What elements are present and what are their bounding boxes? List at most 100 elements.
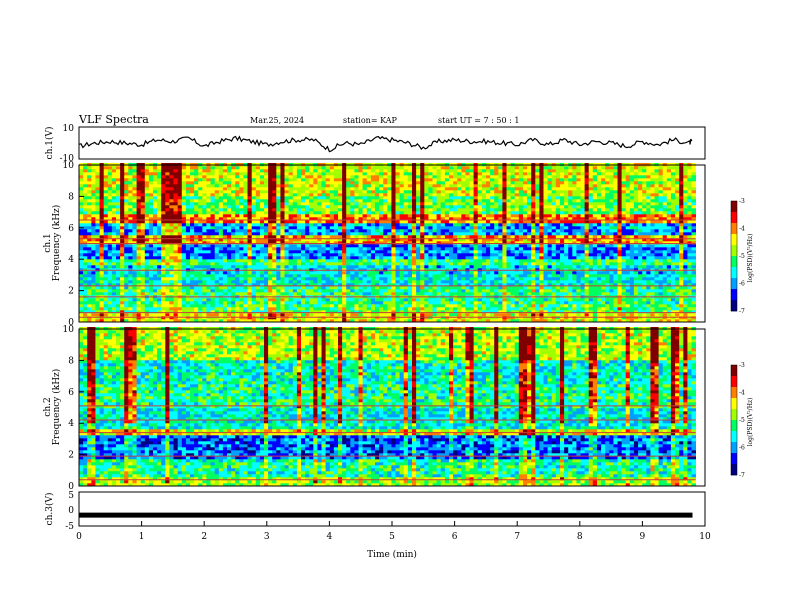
spectrogram-cell [379, 304, 384, 308]
spectrogram-cell [338, 232, 343, 236]
spectrogram-cell [95, 232, 100, 236]
spectrogram-cell [432, 241, 437, 245]
spectrogram-cell [354, 283, 359, 287]
spectrogram-cell [613, 274, 618, 278]
spectrogram-cell [391, 304, 396, 308]
spectrogram-cell [305, 274, 310, 278]
spectrogram-cell [173, 292, 178, 296]
spectrogram-cell [432, 274, 437, 278]
spectrogram-cell [350, 226, 355, 230]
spectrogram-cell [284, 226, 289, 230]
spectrogram-cell [276, 271, 281, 275]
spectrogram-cell [194, 223, 199, 227]
spectrogram-cell [436, 229, 442, 233]
spectrogram-cell [407, 286, 413, 290]
spectrogram-cell [642, 223, 647, 227]
spectrogram-cell [107, 298, 113, 302]
spectrogram-cell [555, 232, 561, 236]
spectrogram-cell [120, 253, 125, 257]
spectrogram-cell [296, 268, 302, 272]
spectrogram-cell [111, 283, 117, 287]
spectrogram-cell [584, 319, 590, 323]
spectrogram-cell [103, 301, 109, 305]
spectrogram-cell [346, 229, 351, 233]
spectrogram-cell [165, 244, 170, 248]
spectrogram-cell [572, 268, 577, 272]
spectrogram-cell [214, 307, 220, 311]
spectrogram-cell [128, 238, 133, 242]
spectrogram-cell [387, 238, 392, 242]
spectrogram-cell [87, 241, 92, 245]
spectrogram-cell [432, 238, 437, 242]
spectrogram-cell [144, 271, 150, 275]
spectrogram-cell [683, 298, 688, 302]
spectrogram-cell [350, 274, 355, 278]
spectrogram-cell [375, 292, 380, 296]
spectrogram-cell [642, 232, 647, 236]
spectrogram-cell [617, 244, 622, 248]
spectrogram-cell [494, 274, 499, 278]
spectrogram-cell [161, 232, 166, 236]
spectrogram-cell [325, 286, 331, 290]
spectrogram-cell [157, 292, 162, 296]
spectrogram-cell [210, 280, 215, 284]
spectrogram-cell [486, 310, 491, 314]
spectrogram-cell [605, 229, 610, 233]
spectrogram-cell [683, 259, 688, 263]
spectrogram-cell [403, 235, 409, 239]
spectrogram-cell [498, 259, 503, 263]
spectrogram-cell [592, 280, 598, 284]
spectrogram-cell [210, 229, 215, 233]
spectrogram-cell [214, 304, 220, 308]
spectrogram-cell [597, 235, 602, 239]
spectrogram-cell [284, 307, 289, 311]
spectrogram-cell [449, 277, 454, 281]
spectrogram-cell [301, 259, 306, 263]
spectrogram-cell [366, 280, 372, 284]
spectrogram-cell [502, 253, 507, 257]
spectrogram-cell [391, 235, 396, 239]
spectrogram-cell [633, 307, 639, 311]
spectrogram-cell [103, 274, 109, 278]
spectrogram-cell [157, 304, 162, 308]
spectrogram-cell [333, 304, 339, 308]
spectrogram-cell [235, 298, 240, 302]
spectrogram-cell [124, 226, 129, 230]
spectrogram-cell [329, 286, 335, 290]
spectrogram-cell [116, 250, 121, 254]
spectrogram-cell [375, 250, 380, 254]
spectrogram-cell [333, 259, 339, 263]
spectrogram-cell [194, 247, 199, 251]
spectrogram-cell [444, 280, 450, 284]
spectrogram-cell [391, 289, 396, 293]
ch1-ytick-top: 10 [63, 124, 75, 134]
spectrogram-cell [255, 319, 261, 323]
spectrogram-cell [432, 232, 437, 236]
spectrogram-cell [120, 313, 125, 317]
spectrogram-cell [144, 256, 150, 260]
spectrogram-cell [424, 271, 429, 275]
spectrogram-cell [481, 292, 487, 296]
spectrogram-cell [218, 232, 224, 236]
spectrogram-cell [469, 280, 474, 284]
spectrogram-cell [584, 226, 590, 230]
spectrogram-cell [136, 241, 142, 245]
spectrogram-cell [555, 253, 561, 257]
spectrogram-cell [477, 310, 483, 314]
spectrogram-cell [432, 223, 437, 227]
spectrogram-cell [633, 268, 639, 272]
spectrogram-cell [465, 268, 470, 272]
spectrogram-cell [329, 307, 335, 311]
spectrogram-cell [461, 310, 466, 314]
spectrogram-cell [383, 265, 388, 269]
spectrogram-cell [165, 256, 170, 260]
spectrogram-cell [148, 301, 154, 305]
spectrogram-cell [276, 280, 281, 284]
spectrogram-cell [572, 286, 577, 290]
spectrogram-cell [539, 229, 544, 233]
spectrogram-cell [321, 280, 326, 284]
spectrogram-cell [486, 307, 491, 311]
spectrogram-cell [588, 241, 594, 245]
spectrogram-cell [642, 247, 647, 251]
spectrogram-cell [272, 313, 277, 317]
